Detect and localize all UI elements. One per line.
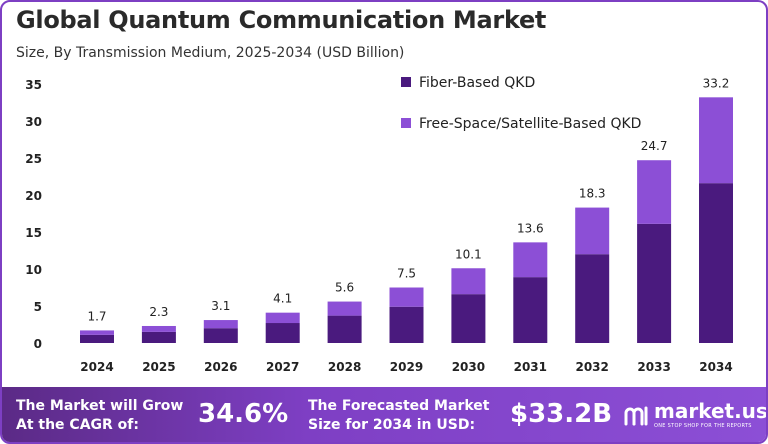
brand-name: market.us <box>654 399 768 423</box>
chart-subtitle: Size, By Transmission Medium, 2025-2034 … <box>16 45 405 61</box>
x-tick-label: 2031 <box>514 360 547 374</box>
bar-fiber-segment <box>141 331 176 343</box>
bar-total-label: 4.1 <box>273 292 292 306</box>
cagr-label: The Market will Grow At the CAGR of: <box>16 397 183 435</box>
y-tick-label: 30 <box>25 115 42 129</box>
x-tick-label: 2033 <box>637 360 670 374</box>
cagr-label-line1: The Market will Grow <box>16 398 184 414</box>
bar-free-space-segment <box>389 287 424 307</box>
legend-swatch <box>401 118 411 128</box>
bar-fiber-segment <box>80 334 114 343</box>
bar-total-label: 5.6 <box>335 281 354 295</box>
bar-fiber-segment <box>637 223 672 343</box>
bar-total-label: 1.7 <box>87 309 106 323</box>
stacked-bar-chart: 051015202530351.720242.320253.120264.120… <box>25 75 733 374</box>
x-tick-label: 2025 <box>142 360 175 374</box>
legend-swatch <box>401 77 411 87</box>
cagr-label-line2: At the CAGR of: <box>16 417 139 433</box>
forecast-label-line1: The Forecasted Market <box>308 398 490 414</box>
y-tick-label: 20 <box>25 189 42 203</box>
bar-fiber-segment <box>513 277 548 343</box>
bar-free-space-segment <box>265 312 300 324</box>
bar-free-space-segment <box>203 320 238 329</box>
x-tick-label: 2032 <box>575 360 608 374</box>
legend-label: Free-Space/Satellite-Based QKD <box>419 116 641 132</box>
x-tick-label: 2030 <box>452 360 485 374</box>
y-tick-label: 15 <box>25 226 42 240</box>
bar-total-label: 7.5 <box>397 267 416 281</box>
bar-fiber-segment <box>203 328 238 343</box>
bar-free-space-segment <box>575 207 610 255</box>
x-tick-label: 2034 <box>699 360 732 374</box>
bar-free-space-segment <box>699 97 733 184</box>
bar-fiber-segment <box>389 306 424 343</box>
legend-label: Fiber-Based QKD <box>419 75 535 91</box>
bar-fiber-segment <box>699 183 733 343</box>
bar-total-label: 33.2 <box>703 76 730 90</box>
bar-fiber-segment <box>327 315 362 343</box>
bar-total-label: 2.3 <box>149 305 168 319</box>
chart-title: Global Quantum Communication Market <box>16 6 547 34</box>
bar-free-space-segment <box>141 325 176 332</box>
y-tick-label: 5 <box>34 300 42 314</box>
x-tick-label: 2029 <box>390 360 423 374</box>
forecast-value: $33.2B <box>510 399 613 429</box>
forecast-label-line2: Size for 2034 in USD: <box>308 417 476 433</box>
bar-fiber-segment <box>575 254 610 343</box>
brand-logo: market.us ONE STOP SHOP FOR THE REPORTS <box>624 398 766 434</box>
bar-free-space-segment <box>80 330 114 335</box>
y-tick-label: 25 <box>25 152 42 166</box>
x-tick-label: 2028 <box>328 360 361 374</box>
bar-total-label: 13.6 <box>517 221 544 235</box>
bar-total-label: 24.7 <box>641 139 668 153</box>
x-tick-label: 2027 <box>266 360 299 374</box>
cagr-value: 34.6% <box>198 399 289 429</box>
bar-total-label: 3.1 <box>211 299 230 313</box>
bar-free-space-segment <box>513 242 548 278</box>
y-tick-label: 35 <box>25 78 42 92</box>
bar-total-label: 18.3 <box>579 187 606 201</box>
x-tick-label: 2026 <box>204 360 237 374</box>
x-tick-label: 2024 <box>80 360 113 374</box>
y-tick-label: 0 <box>34 337 42 351</box>
y-tick-label: 10 <box>25 263 42 277</box>
forecast-label: The Forecasted Market Size for 2034 in U… <box>308 397 489 435</box>
bar-free-space-segment <box>637 160 672 224</box>
footer-banner: The Market will Grow At the CAGR of: 34.… <box>2 387 766 442</box>
market-us-logo-icon <box>624 406 648 426</box>
bar-free-space-segment <box>327 301 362 316</box>
bar-fiber-segment <box>265 323 300 343</box>
bar-free-space-segment <box>451 268 486 295</box>
bar-total-label: 10.1 <box>455 247 482 261</box>
bar-fiber-segment <box>451 294 486 343</box>
brand-tagline: ONE STOP SHOP FOR THE REPORTS <box>654 423 752 429</box>
